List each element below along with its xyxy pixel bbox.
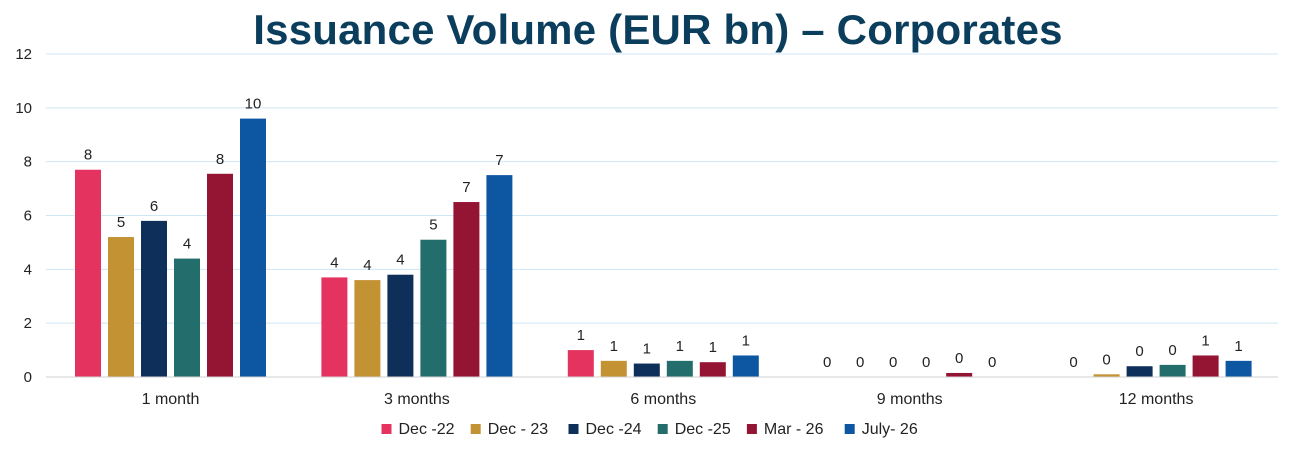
legend-swatch bbox=[568, 424, 579, 434]
data-label: 1 bbox=[577, 327, 585, 344]
legend-label: Mar - 26 bbox=[764, 421, 824, 438]
data-label: 0 bbox=[823, 354, 831, 371]
bar-mar-26 bbox=[699, 362, 726, 377]
legend-item: Mar - 26 bbox=[746, 421, 824, 438]
bar-dec-23 bbox=[1093, 374, 1120, 377]
bar-dec-24 bbox=[1126, 366, 1153, 377]
data-label: 1 bbox=[1234, 338, 1242, 355]
bar-dec-23 bbox=[354, 280, 381, 377]
y-tick-label: 6 bbox=[24, 208, 32, 225]
data-label: 0 bbox=[1069, 354, 1077, 371]
bar-mar-26 bbox=[946, 372, 973, 377]
bar-dec-23 bbox=[108, 237, 134, 377]
bar-dec-22 bbox=[75, 169, 101, 377]
data-label: 0 bbox=[988, 354, 996, 371]
bar-dec-24 bbox=[141, 220, 167, 377]
bar-dec-25 bbox=[1159, 364, 1186, 377]
x-category-label: 12 months bbox=[1119, 391, 1194, 408]
legend-swatch bbox=[657, 424, 668, 434]
data-label: 0 bbox=[1135, 343, 1143, 360]
data-label: 6 bbox=[150, 198, 158, 215]
bar-july-26 bbox=[486, 175, 513, 377]
y-tick-label: 12 bbox=[15, 46, 32, 63]
bar-dec-22 bbox=[321, 277, 348, 377]
y-tick-label: 2 bbox=[24, 315, 32, 332]
y-tick-label: 8 bbox=[24, 154, 32, 171]
data-label: 5 bbox=[117, 214, 125, 231]
data-label: 1 bbox=[643, 341, 651, 358]
data-label: 4 bbox=[363, 257, 371, 274]
data-label: 7 bbox=[462, 179, 470, 196]
data-label: 0 bbox=[856, 354, 864, 371]
x-category-label: 1 month bbox=[142, 391, 200, 408]
x-category-label: 9 months bbox=[877, 391, 943, 408]
legend-item: Dec -22 bbox=[381, 421, 455, 438]
legend-label: Dec - 23 bbox=[488, 421, 549, 438]
bar-july-26 bbox=[240, 118, 266, 377]
bar-july-26 bbox=[1225, 360, 1252, 377]
bar-july-26 bbox=[732, 355, 759, 377]
data-label: 0 bbox=[922, 354, 930, 371]
data-label: 1 bbox=[709, 339, 717, 356]
x-category-label: 6 months bbox=[630, 391, 696, 408]
legend-swatch bbox=[844, 424, 855, 434]
data-label: 5 bbox=[429, 217, 437, 234]
bar-mar-26 bbox=[1192, 355, 1219, 377]
legend-item: Dec -25 bbox=[657, 421, 731, 438]
data-label: 7 bbox=[495, 152, 503, 169]
data-label: 1 bbox=[1201, 332, 1209, 349]
legend-label: Dec -25 bbox=[675, 421, 731, 438]
data-label: 4 bbox=[396, 252, 404, 269]
legend-label: Dec -22 bbox=[399, 421, 455, 438]
bar-dec-22 bbox=[567, 350, 594, 377]
bar-dec-24 bbox=[387, 274, 414, 377]
bars bbox=[75, 118, 1252, 377]
bar-mar-26 bbox=[453, 202, 480, 377]
legend-swatch bbox=[470, 424, 481, 434]
bar-dec-25 bbox=[174, 258, 200, 377]
y-axis: 0 2 4 6 8 10 12 bbox=[15, 46, 32, 386]
data-label: 0 bbox=[889, 354, 897, 371]
data-label: 8 bbox=[216, 151, 224, 168]
x-axis: 1 month 3 months 6 months 9 months 12 months bbox=[46, 376, 1278, 408]
data-label: 4 bbox=[183, 236, 191, 253]
y-tick-label: 0 bbox=[24, 369, 32, 386]
y-tick-label: 10 bbox=[15, 100, 32, 117]
chart-title: Issuance Volume (EUR bn) – Corporates bbox=[253, 6, 1063, 53]
legend-label: Dec -24 bbox=[586, 421, 642, 438]
bar-dec-24 bbox=[633, 363, 660, 377]
legend-item: Dec - 23 bbox=[470, 421, 549, 438]
legend-item: July- 26 bbox=[844, 421, 918, 438]
legend-swatch bbox=[381, 424, 392, 434]
data-label: 1 bbox=[610, 338, 618, 355]
data-label: 0 bbox=[1168, 342, 1176, 359]
bar-dec-25 bbox=[420, 239, 447, 377]
data-label: 1 bbox=[676, 338, 684, 355]
data-label: 0 bbox=[955, 350, 963, 367]
data-label: 8 bbox=[84, 147, 92, 164]
legend-label: July- 26 bbox=[862, 421, 918, 438]
data-label: 1 bbox=[742, 332, 750, 349]
legend-swatch bbox=[746, 424, 757, 434]
bar-mar-26 bbox=[207, 173, 233, 377]
y-tick-label: 4 bbox=[24, 261, 32, 278]
bar-dec-25 bbox=[666, 360, 693, 377]
legend-item: Dec -24 bbox=[568, 421, 642, 438]
bar-dec-23 bbox=[600, 360, 627, 377]
legend: Dec -22 Dec - 23 Dec -24 Dec -25 Mar - 26 Jul… bbox=[381, 421, 918, 438]
data-label: 0 bbox=[1102, 351, 1110, 368]
data-label: 10 bbox=[245, 96, 262, 113]
data-label: 4 bbox=[330, 254, 338, 271]
x-category-label: 3 months bbox=[384, 391, 450, 408]
